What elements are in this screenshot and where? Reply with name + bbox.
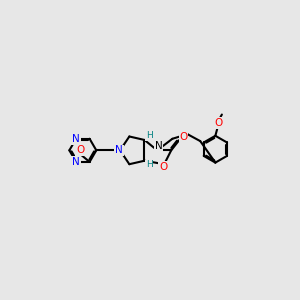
Text: N: N bbox=[154, 141, 162, 151]
Text: N: N bbox=[72, 134, 80, 144]
Text: H: H bbox=[146, 160, 152, 169]
Text: O: O bbox=[76, 146, 84, 155]
Text: O: O bbox=[215, 118, 223, 128]
Text: O: O bbox=[179, 132, 188, 142]
Text: N: N bbox=[72, 157, 80, 167]
Text: H: H bbox=[146, 131, 152, 140]
Text: O: O bbox=[159, 162, 167, 172]
Text: N: N bbox=[115, 145, 123, 155]
